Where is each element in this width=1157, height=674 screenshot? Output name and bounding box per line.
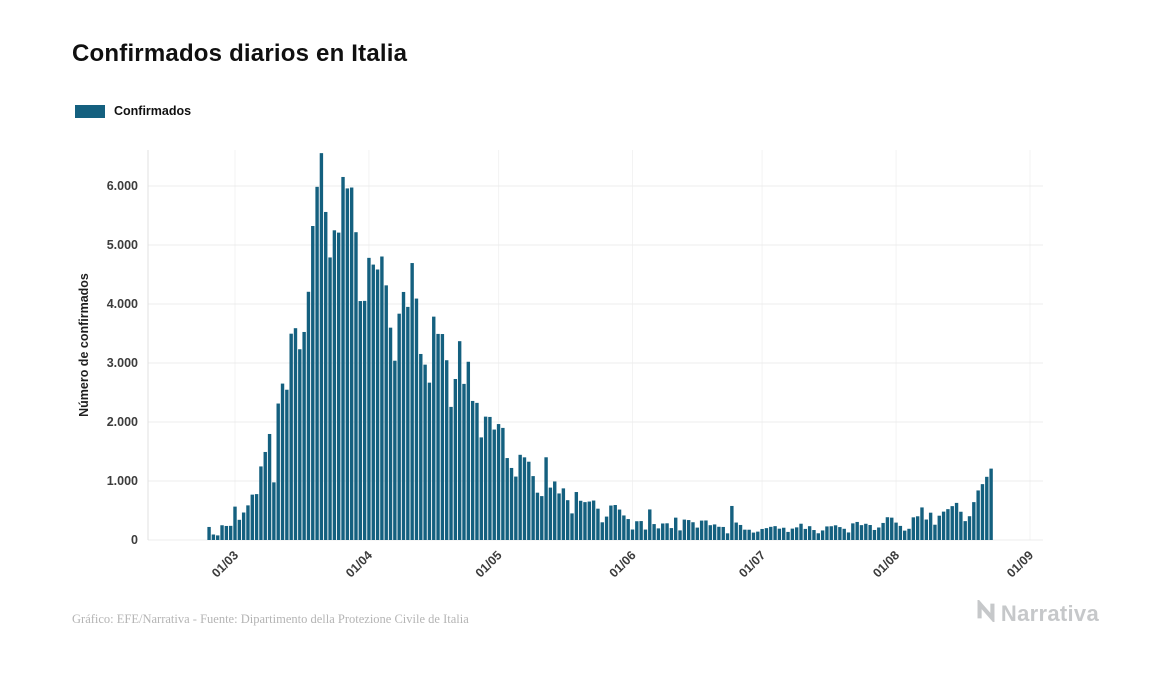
legend: Confirmados: [75, 104, 191, 118]
narrativa-logo: Narrativa: [975, 598, 1099, 627]
svg-text:01/09: 01/09: [1004, 548, 1036, 580]
legend-label: Confirmados: [114, 104, 192, 118]
svg-text:01/08: 01/08: [870, 548, 902, 580]
vertical-gridlines: [234, 150, 1031, 540]
narrativa-icon: [975, 598, 997, 627]
y-axis-title: Número de confirmados: [77, 273, 91, 417]
y-tick-labels: 0 1.000 2.000 3.000 4.000 5.000 6.000: [107, 179, 138, 547]
svg-text:5.000: 5.000: [107, 238, 138, 252]
svg-text:01/03: 01/03: [209, 548, 241, 580]
chart-title: Confirmados diarios en Italia: [72, 40, 408, 67]
svg-text:3.000: 3.000: [107, 356, 138, 370]
source-caption: Gráfico: EFE/Narrativa - Fuente: Diparti…: [72, 612, 469, 626]
svg-text:1.000: 1.000: [107, 474, 138, 488]
svg-text:4.000: 4.000: [107, 297, 138, 311]
svg-text:01/06: 01/06: [607, 548, 639, 580]
bars: [207, 153, 993, 541]
svg-text:2.000: 2.000: [107, 415, 138, 429]
narrativa-brand-text: Narrativa: [1000, 600, 1099, 626]
svg-text:01/05: 01/05: [473, 548, 505, 580]
svg-text:01/07: 01/07: [736, 548, 768, 580]
svg-text:01/04: 01/04: [343, 548, 375, 580]
x-tick-labels: 01/03 01/04 01/05 01/06 01/07 01/08 01/09: [209, 548, 1036, 580]
legend-swatch-confirmados: [75, 104, 105, 118]
svg-text:6.000: 6.000: [107, 179, 138, 193]
svg-text:0: 0: [131, 533, 138, 547]
